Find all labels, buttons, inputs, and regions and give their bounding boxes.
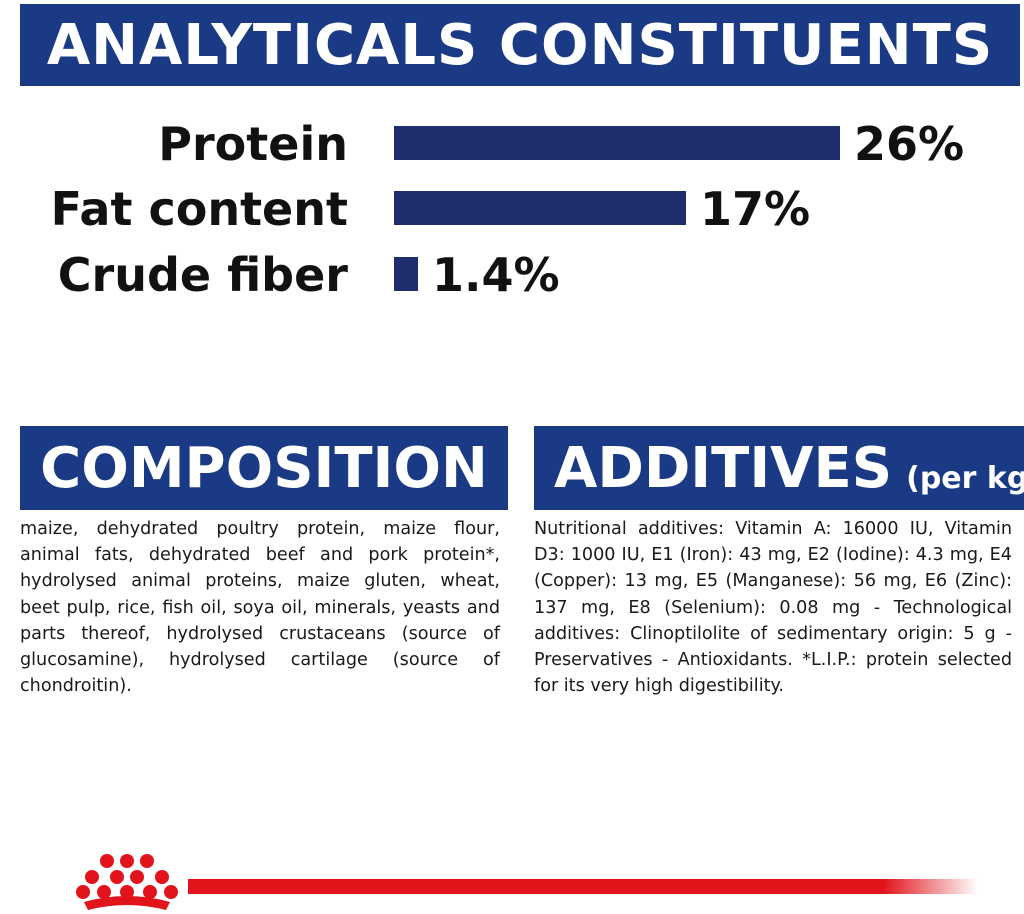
nutrient-value: 17% — [700, 182, 811, 236]
additives-unit: (per kg) — [906, 460, 1024, 496]
composition-banner: COMPOSITION — [20, 426, 508, 510]
nutrient-label: Crude fiber — [57, 248, 348, 302]
nutrient-bar — [394, 191, 686, 225]
additives-text: Nutritional additives: Vitamin A: 16000 … — [534, 519, 1012, 697]
nutrient-label: Protein — [158, 117, 348, 171]
footer-red-stripe — [188, 879, 978, 894]
nutrient-value: 26% — [854, 117, 965, 171]
composition-title: COMPOSITION — [40, 435, 488, 501]
analytical-constituents-banner: ANALYTICALS CONSTITUENTS — [20, 4, 1020, 86]
nutrient-label: Fat content — [50, 182, 348, 236]
analytical-constituents-title: ANALYTICALS CONSTITUENTS — [46, 12, 994, 78]
additives-banner: ADDITIVES (per kg) — [534, 426, 1024, 510]
nutrient-bar — [394, 257, 418, 291]
nutrient-bar — [394, 126, 840, 160]
composition-text: maize, dehydrated poultry protein, maize… — [20, 519, 500, 697]
nutrient-value: 1.4% — [432, 248, 560, 302]
additives-title: ADDITIVES — [554, 435, 893, 501]
crown-icon — [76, 854, 178, 910]
